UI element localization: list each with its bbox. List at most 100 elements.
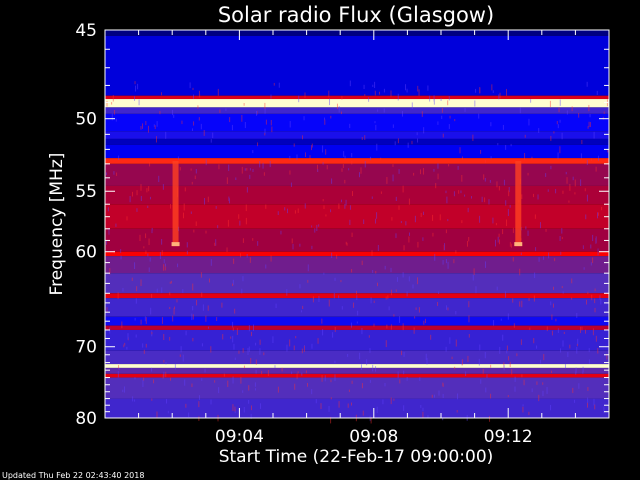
noise-speck — [396, 277, 398, 282]
noise-speck — [340, 280, 342, 283]
noise-speck — [395, 233, 397, 238]
noise-speck — [479, 86, 481, 94]
noise-speck — [380, 157, 382, 161]
noise-speck — [442, 417, 444, 421]
noise-speck — [230, 336, 232, 339]
noise-speck — [597, 347, 599, 354]
noise-speck — [584, 188, 586, 192]
noise-speck — [198, 117, 200, 121]
noise-speck — [455, 250, 457, 254]
noise-speck — [403, 370, 405, 375]
noise-speck — [265, 264, 267, 269]
noise-speck — [448, 124, 450, 129]
noise-speck — [578, 112, 580, 118]
noise-speck — [591, 294, 593, 301]
noise-speck — [457, 393, 459, 400]
noise-speck — [545, 173, 547, 177]
noise-speck — [284, 207, 286, 211]
noise-speck — [424, 318, 426, 324]
noise-speck — [497, 143, 499, 146]
noise-speck — [521, 300, 523, 308]
noise-speck — [533, 295, 535, 302]
noise-speck — [448, 96, 450, 101]
noise-speck — [179, 167, 181, 171]
noise-speck — [351, 152, 353, 158]
noise-speck — [115, 223, 117, 227]
frequency-band — [105, 325, 609, 330]
noise-speck — [174, 306, 176, 310]
noise-speck — [160, 92, 162, 96]
noise-speck — [163, 334, 165, 341]
noise-speck — [583, 267, 585, 270]
noise-speck — [395, 196, 397, 202]
noise-speck — [210, 346, 212, 353]
noise-speck — [574, 192, 576, 195]
noise-speck — [371, 250, 373, 256]
noise-speck — [132, 396, 134, 402]
noise-speck — [353, 302, 355, 308]
noise-speck — [447, 261, 449, 269]
noise-speck — [390, 397, 392, 405]
noise-speck — [493, 320, 495, 326]
noise-speck — [252, 324, 254, 331]
noise-speck — [363, 84, 365, 90]
noise-speck — [259, 348, 261, 355]
noise-speck — [557, 124, 559, 129]
noise-speck — [553, 286, 555, 290]
noise-speck — [223, 373, 225, 377]
noise-speck — [218, 164, 220, 170]
noise-speck — [461, 174, 463, 182]
noise-speck — [198, 416, 200, 421]
noise-speck — [406, 88, 408, 93]
noise-speck — [502, 229, 504, 235]
noise-speck — [147, 205, 149, 208]
noise-speck — [492, 90, 494, 93]
noise-speck — [509, 361, 511, 367]
noise-speck — [140, 279, 142, 286]
noise-speck — [251, 331, 253, 337]
noise-speck — [326, 165, 328, 170]
noise-speck — [433, 394, 435, 398]
noise-speck — [587, 387, 589, 391]
x-tick-label: 09:12 — [484, 427, 533, 447]
noise-speck — [234, 308, 236, 314]
noise-speck — [364, 160, 366, 168]
noise-speck — [331, 252, 333, 258]
noise-speck — [234, 408, 236, 414]
noise-speck — [145, 250, 147, 254]
noise-speck — [170, 377, 172, 381]
noise-speck — [264, 107, 266, 114]
noise-speck — [274, 365, 276, 369]
noise-speck — [271, 126, 273, 133]
noise-speck — [484, 352, 486, 359]
noise-speck — [594, 404, 596, 410]
noise-speck — [543, 354, 545, 361]
noise-speck — [270, 120, 272, 126]
noise-speck — [439, 214, 441, 221]
noise-speck — [383, 108, 385, 113]
noise-speck — [192, 94, 194, 99]
noise-speck — [207, 326, 209, 329]
noise-speck — [245, 217, 247, 225]
noise-speck — [330, 416, 332, 424]
noise-speck — [350, 402, 352, 406]
noise-speck — [201, 378, 203, 381]
noise-speck — [122, 389, 124, 393]
noise-speck — [167, 410, 169, 414]
noise-speck — [311, 245, 313, 250]
noise-speck — [299, 284, 301, 289]
noise-speck — [508, 186, 510, 193]
noise-speck — [485, 387, 487, 393]
noise-speck — [123, 344, 125, 348]
noise-speck — [527, 230, 529, 236]
noise-speck — [138, 99, 140, 106]
noise-speck — [256, 110, 258, 115]
noise-speck — [533, 338, 535, 344]
noise-speck — [200, 123, 202, 130]
noise-speck — [446, 196, 448, 204]
noise-speck — [140, 126, 142, 130]
noise-speck — [225, 108, 227, 111]
noise-speck — [126, 346, 128, 350]
noise-speck — [448, 164, 450, 167]
noise-speck — [551, 330, 553, 336]
